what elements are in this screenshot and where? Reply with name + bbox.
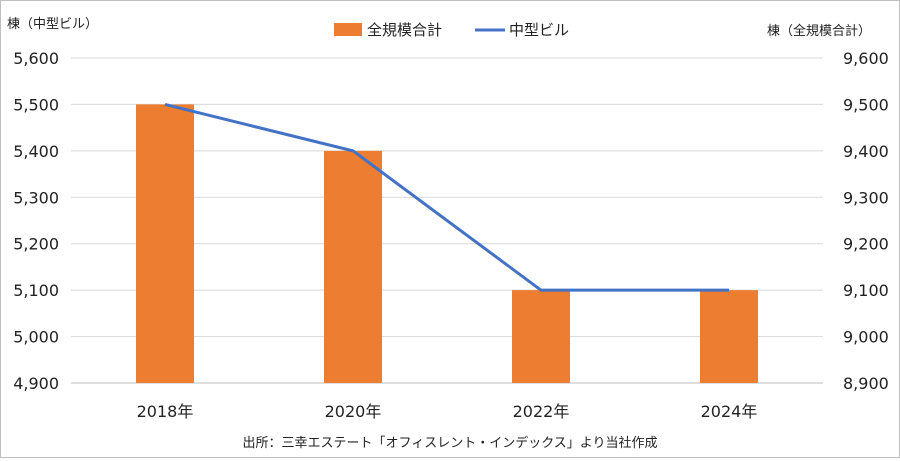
legend: 全規模合計 中型ビル (334, 21, 569, 39)
left-tick-label: 5,000 (13, 328, 59, 347)
left-tick-label: 5,200 (13, 235, 59, 254)
bar-series-total (136, 104, 758, 383)
right-tick-label: 9,300 (843, 188, 889, 207)
line-series-midsize (164, 102, 729, 292)
right-tick-label: 9,100 (843, 281, 889, 300)
x-tick-label: 2020年 (325, 402, 382, 421)
right-tick-label: 9,200 (843, 235, 889, 254)
gridlines (71, 57, 823, 384)
line-midsize (164, 102, 729, 292)
legend-swatch-total (334, 23, 362, 36)
left-axis-label: 棟（中型ビル） (7, 17, 98, 32)
legend-label-midsize: 中型ビル (509, 21, 569, 39)
bar-total (136, 104, 194, 383)
right-tick-label: 9,600 (843, 49, 889, 68)
left-tick-label: 5,400 (13, 142, 59, 161)
right-axis-label: 棟（全規模合計） (767, 23, 871, 39)
right-tick-label: 9,400 (843, 142, 889, 161)
left-tick-label: 4,900 (13, 374, 59, 393)
source-note: 出所：三幸エステート「オフィスレント・インデックス」より当社作成 (242, 435, 657, 451)
right-axis-ticks: 8,900 9,000 9,100 9,200 9,300 9,400 9,500 9,600 (843, 49, 889, 393)
right-tick-label: 9,000 (843, 328, 889, 347)
x-tick-label: 2024年 (701, 402, 758, 421)
right-tick-label: 9,500 (843, 95, 889, 114)
legend-label-total: 全規模合計 (367, 21, 442, 39)
left-tick-label: 5,500 (13, 95, 59, 114)
x-tick-label: 2022年 (513, 402, 570, 421)
bar-total (512, 290, 570, 383)
bar-total (700, 290, 758, 383)
bar-total (324, 150, 382, 383)
right-tick-label: 8,900 (843, 374, 889, 393)
left-axis-ticks: 4,900 5,000 5,100 5,200 5,300 5,400 5,500 5,600 (13, 49, 59, 393)
left-tick-label: 5,600 (13, 49, 59, 68)
x-tick-label: 2018年 (137, 402, 194, 421)
x-axis-ticks: 2018年 2020年 2022年 2024年 (137, 402, 758, 421)
left-tick-label: 5,300 (13, 188, 59, 207)
left-tick-label: 5,100 (13, 281, 59, 300)
